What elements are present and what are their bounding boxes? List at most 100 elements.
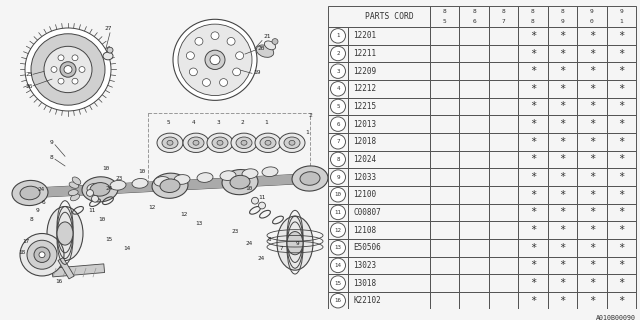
Text: 9: 9 [590, 9, 594, 14]
Bar [607, 133, 636, 151]
Bar [489, 151, 518, 168]
Ellipse shape [231, 133, 257, 152]
Text: 8: 8 [502, 9, 506, 14]
Text: *: * [559, 225, 566, 235]
Bar [548, 80, 577, 98]
Text: *: * [530, 84, 536, 94]
Text: *: * [618, 225, 625, 235]
Bar [430, 151, 460, 168]
Text: *: * [530, 207, 536, 217]
Bar [348, 257, 430, 274]
Ellipse shape [265, 140, 271, 145]
Bar [460, 274, 489, 292]
Text: 5: 5 [443, 19, 447, 24]
Bar [430, 115, 460, 133]
Circle shape [272, 39, 278, 44]
Bar [607, 168, 636, 186]
Bar [518, 274, 548, 292]
Bar [489, 239, 518, 257]
Text: 13023: 13023 [353, 261, 376, 270]
Ellipse shape [174, 175, 190, 184]
Bar [328, 45, 348, 62]
Text: 7: 7 [502, 19, 506, 24]
Bar [577, 274, 607, 292]
Ellipse shape [12, 180, 48, 205]
Bar [577, 168, 607, 186]
Text: *: * [618, 101, 625, 111]
Ellipse shape [57, 222, 73, 245]
Text: 11: 11 [88, 208, 95, 213]
Text: *: * [530, 49, 536, 59]
Circle shape [330, 188, 346, 202]
Circle shape [107, 47, 113, 53]
Text: 9: 9 [296, 241, 300, 246]
Bar [548, 221, 577, 239]
Text: 8: 8 [472, 9, 476, 14]
Text: 10: 10 [335, 192, 342, 197]
Circle shape [64, 66, 72, 73]
Circle shape [58, 78, 64, 84]
Ellipse shape [279, 133, 305, 152]
Ellipse shape [255, 133, 281, 152]
Text: *: * [618, 119, 625, 129]
Circle shape [330, 258, 346, 273]
Text: 12033: 12033 [353, 172, 376, 182]
Text: *: * [530, 66, 536, 76]
Text: 24: 24 [245, 241, 252, 246]
Text: *: * [618, 278, 625, 288]
Bar [577, 27, 607, 45]
Text: *: * [589, 278, 595, 288]
Text: 6: 6 [42, 200, 45, 205]
Circle shape [236, 52, 244, 60]
Ellipse shape [256, 45, 274, 57]
Text: 26: 26 [25, 84, 33, 89]
Text: 6: 6 [336, 122, 340, 127]
Text: *: * [559, 190, 566, 200]
Bar [328, 257, 348, 274]
Bar [548, 62, 577, 80]
Text: 24: 24 [38, 187, 45, 192]
Bar [489, 115, 518, 133]
Text: 2: 2 [308, 113, 312, 118]
Text: *: * [530, 225, 536, 235]
Text: 12: 12 [335, 228, 342, 233]
Bar [348, 27, 430, 45]
Text: 16: 16 [55, 279, 62, 284]
Text: 8: 8 [443, 9, 447, 14]
Bar [489, 6, 518, 27]
Ellipse shape [236, 137, 252, 148]
Circle shape [330, 152, 346, 167]
Bar [348, 204, 430, 221]
Bar [348, 151, 430, 168]
Text: *: * [559, 31, 566, 41]
Bar [577, 257, 607, 274]
Bar [328, 98, 348, 115]
Text: *: * [589, 137, 595, 147]
Bar [328, 204, 348, 221]
Text: *: * [589, 207, 595, 217]
Bar [460, 133, 489, 151]
Circle shape [51, 67, 57, 72]
Circle shape [210, 55, 220, 65]
Bar [460, 221, 489, 239]
Text: 13018: 13018 [353, 278, 376, 288]
Bar [328, 133, 348, 151]
Ellipse shape [157, 133, 183, 152]
Text: 12013: 12013 [353, 120, 376, 129]
Bar [328, 27, 348, 45]
Text: *: * [618, 243, 625, 253]
Bar [518, 98, 548, 115]
Text: 8: 8 [531, 19, 535, 24]
Bar [430, 45, 460, 62]
Bar [489, 274, 518, 292]
Text: *: * [589, 119, 595, 129]
Text: *: * [559, 137, 566, 147]
Text: 7: 7 [280, 246, 284, 252]
Text: 12: 12 [180, 212, 188, 217]
Circle shape [27, 240, 57, 269]
Ellipse shape [197, 173, 213, 182]
Text: E50506: E50506 [353, 243, 381, 252]
Bar [518, 221, 548, 239]
Text: *: * [589, 31, 595, 41]
Bar [548, 151, 577, 168]
